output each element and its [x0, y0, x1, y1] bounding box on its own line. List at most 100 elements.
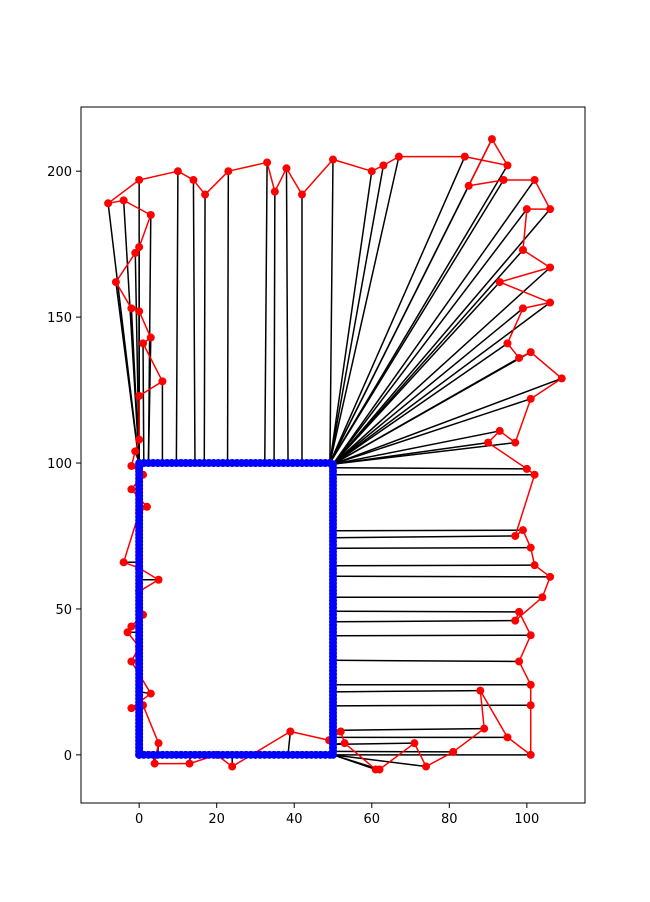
outer-path-point — [495, 426, 504, 435]
outer-path-point — [336, 727, 345, 736]
plot-area-frame — [80, 106, 586, 804]
link-line — [332, 575, 551, 578]
outer-path-point — [480, 724, 489, 733]
outer-path-point — [127, 622, 136, 631]
outer-path-point — [131, 248, 140, 257]
link-line — [332, 342, 508, 465]
outer-path-point — [499, 175, 508, 184]
outer-path-point — [503, 161, 512, 170]
outer-path-point — [460, 152, 469, 161]
outer-path-point — [329, 155, 337, 164]
outer-path-point — [515, 657, 524, 666]
outer-path-point — [201, 190, 210, 199]
y-tick-label: 0 — [64, 749, 72, 764]
link-line — [332, 564, 535, 567]
link-line — [332, 266, 551, 465]
link-line — [329, 165, 385, 464]
link-line — [332, 208, 528, 465]
outer-path-point — [127, 304, 136, 313]
outer-path-point — [484, 438, 493, 447]
boundary-points-series — [135, 459, 337, 759]
outer-path-point — [127, 485, 136, 494]
outer-path-point — [495, 278, 504, 287]
link-line — [332, 546, 531, 549]
outer-path-point — [526, 631, 535, 640]
outer-path-point — [189, 175, 198, 184]
outer-path-point — [111, 278, 120, 287]
outer-path-point — [526, 543, 535, 552]
outer-path-point — [104, 199, 113, 208]
outer-path-point — [530, 561, 539, 570]
outer-path-point — [526, 394, 535, 403]
outer-path-point — [526, 680, 535, 689]
outer-path-point — [127, 704, 136, 713]
link-line — [203, 194, 206, 464]
y-tick-label: 100 — [47, 457, 72, 472]
outer-path-point — [538, 593, 547, 602]
outer-path-point — [522, 205, 531, 214]
link-lines — [107, 138, 563, 771]
outer-path-point — [557, 374, 566, 383]
link-line — [329, 171, 373, 464]
outer-path-point — [135, 307, 144, 316]
outer-path-point — [228, 762, 237, 771]
outer-path-point — [119, 196, 128, 205]
outer-path-point — [394, 152, 403, 161]
outer-path-point — [297, 190, 306, 199]
y-tick-label: 50 — [55, 603, 72, 618]
x-tick-label: 60 — [363, 812, 380, 827]
outer-path-point — [522, 464, 531, 473]
link-line — [332, 249, 524, 465]
outer-path-point — [135, 435, 144, 444]
outer-path-point — [154, 575, 163, 584]
outer-path-point — [224, 167, 233, 176]
outer-path-point — [135, 175, 144, 184]
outer-path-point — [139, 339, 148, 348]
outer-path-point — [530, 175, 539, 184]
link-line — [332, 441, 516, 465]
outer-path-point — [185, 759, 194, 768]
outer-path-point — [119, 558, 128, 567]
link-line — [226, 171, 230, 464]
outer-path-point — [142, 502, 151, 511]
link-line — [332, 634, 531, 637]
link-line — [332, 750, 454, 753]
outer-path-point — [286, 727, 295, 736]
x-axis: 0 20 40 60 80 100 — [135, 803, 539, 827]
outer-path-point — [511, 616, 520, 625]
outer-path-point — [515, 607, 524, 616]
y-tick-label: 150 — [47, 311, 72, 326]
outer-path-point — [135, 243, 144, 252]
outer-path-point — [379, 161, 388, 170]
link-line — [332, 704, 531, 707]
outer-path-point — [487, 135, 496, 144]
link-line — [115, 281, 140, 464]
outer-path-point — [158, 377, 167, 386]
outer-path-point — [503, 339, 512, 348]
outer-path-point — [449, 747, 458, 756]
outer-path-point — [270, 187, 279, 196]
link-line — [332, 535, 516, 539]
outer-path-point — [146, 689, 155, 698]
x-tick-label: 100 — [514, 812, 539, 827]
outer-path-point — [375, 765, 384, 774]
link-line — [332, 610, 520, 613]
link-line — [329, 164, 509, 464]
y-tick-label: 200 — [47, 165, 72, 180]
link-line — [332, 619, 516, 623]
link-line — [332, 377, 563, 465]
outer-path-point — [131, 447, 140, 456]
outer-path-point — [511, 438, 520, 447]
link-line — [192, 179, 196, 464]
x-tick-label: 0 — [135, 812, 143, 827]
outer-path-point — [367, 167, 376, 176]
link-line — [332, 727, 485, 732]
link-line — [332, 529, 523, 532]
outer-path-point — [422, 762, 431, 771]
outer-path-point — [530, 470, 539, 479]
outer-path-point — [150, 759, 159, 768]
outer-path-point — [511, 531, 520, 540]
link-line — [273, 191, 276, 464]
outer-path-point — [526, 701, 535, 710]
